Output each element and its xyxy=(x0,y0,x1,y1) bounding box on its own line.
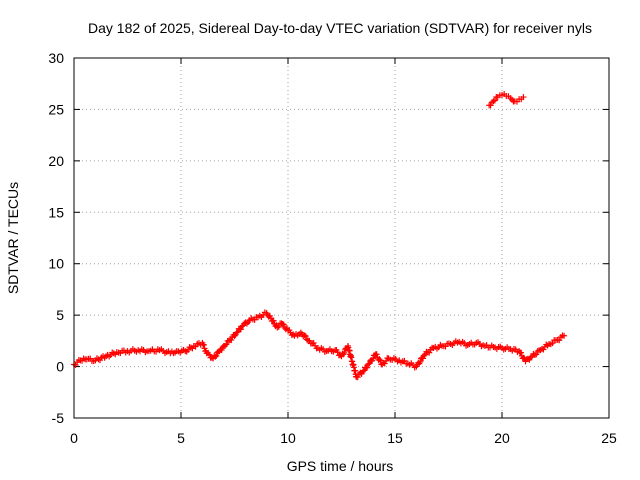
data-point-fill xyxy=(237,326,244,333)
data-point-fill xyxy=(373,351,380,358)
y-tick-label: 30 xyxy=(48,50,64,66)
y-tick-label: 5 xyxy=(56,307,64,323)
data-point-fill xyxy=(376,356,383,363)
data-point-fill xyxy=(275,323,282,330)
data-point-fill xyxy=(533,351,540,358)
series-0 xyxy=(71,309,568,381)
x-tick-label: 10 xyxy=(280,430,296,446)
chart-title: Day 182 of 2025, Sidereal Day-to-day VTE… xyxy=(88,20,592,36)
data-point-fill xyxy=(302,333,309,340)
data-point-fill xyxy=(200,341,207,348)
series-1 xyxy=(486,91,527,109)
y-tick-label: 25 xyxy=(48,101,64,117)
data-point xyxy=(561,332,568,339)
data-point-fill xyxy=(527,354,534,361)
grid-lines xyxy=(74,58,609,418)
data-point-fill xyxy=(212,353,219,360)
data-point-fill xyxy=(487,102,494,109)
x-axis-label: GPS time / hours xyxy=(287,458,394,474)
data-point-fill xyxy=(223,341,230,348)
y-tick-label: -5 xyxy=(52,410,65,426)
data-point-fill xyxy=(520,354,527,361)
data-point-fill xyxy=(540,346,547,353)
x-tick-label: 25 xyxy=(601,430,617,446)
data-point-fill xyxy=(301,332,308,339)
data-point-fill xyxy=(369,355,376,362)
x-tick-label: 0 xyxy=(70,430,78,446)
data-point-fill xyxy=(556,337,563,344)
x-tick-label: 20 xyxy=(494,430,510,446)
data-point-fill xyxy=(213,352,220,359)
plot-frame xyxy=(73,57,610,419)
data-points xyxy=(71,91,568,381)
data-point-fill xyxy=(228,337,235,344)
y-tick-label: 10 xyxy=(48,256,64,272)
y-tick-label: 15 xyxy=(48,204,64,220)
data-point xyxy=(233,329,240,336)
data-point-fill xyxy=(426,349,433,356)
axis-ticks: 0 5 10 15 20 25 -5 0 5 10 15 20 25 30 xyxy=(48,50,617,446)
data-point-fill xyxy=(381,360,388,367)
data-point xyxy=(520,94,527,101)
data-point-fill xyxy=(231,332,238,339)
y-tick-label: 20 xyxy=(48,153,64,169)
data-point-fill xyxy=(354,374,361,381)
data-point-fill xyxy=(517,349,524,356)
data-point-fill xyxy=(377,357,384,364)
data-point xyxy=(359,368,366,375)
data-point-fill xyxy=(341,349,348,356)
x-tick-label: 5 xyxy=(177,430,185,446)
data-point-fill xyxy=(417,358,424,365)
data-point-fill xyxy=(491,97,498,104)
data-point xyxy=(490,98,497,105)
data-point-fill xyxy=(270,317,277,324)
data-point-fill xyxy=(218,347,225,354)
data-point-fill xyxy=(280,321,287,328)
data-point-fill xyxy=(364,364,371,371)
y-tick-label: 0 xyxy=(56,359,64,375)
x-tick-label: 15 xyxy=(387,430,403,446)
data-point-fill xyxy=(365,361,372,368)
y-axis-label: SDTVAR / TECUs xyxy=(5,182,21,294)
data-point-fill xyxy=(420,355,427,362)
